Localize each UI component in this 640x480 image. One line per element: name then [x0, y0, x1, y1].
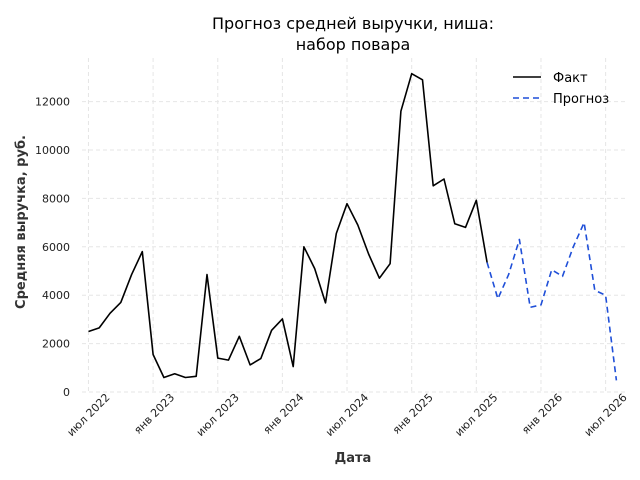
x-axis-label: Дата: [335, 451, 372, 466]
chart-title-line-1: Прогноз средней выручки, ниша:: [212, 14, 494, 33]
legend-label-fact: Факт: [553, 71, 588, 86]
x-tick-label: янв 2024: [261, 391, 307, 437]
y-tick-label: 12000: [35, 96, 70, 109]
x-tick-label: июл 2024: [323, 391, 371, 439]
series-line-forecast: [486, 221, 618, 381]
y-tick-label: 2000: [42, 338, 70, 351]
y-axis-label: Средняя выручка, руб.: [14, 135, 29, 309]
y-axis-ticks: 0 2000 4000 6000 8000 10000 12000: [35, 96, 70, 399]
x-tick-label: июл 2022: [65, 391, 113, 439]
y-tick-label: 0: [63, 386, 70, 399]
y-tick-label: 8000: [42, 192, 70, 205]
y-tick-label: 6000: [42, 241, 70, 254]
y-tick-label: 10000: [35, 144, 70, 157]
x-tick-label: июл 2025: [452, 391, 500, 439]
x-tick-label: июл 2023: [194, 391, 242, 439]
x-axis-ticks: июл 2022 янв 2023 июл 2023 янв 2024 июл 2024…: [65, 391, 630, 439]
x-tick-label: июл 2026: [582, 391, 630, 439]
x-tick-label: янв 2025: [390, 391, 436, 437]
chart-title-line-2: набор повара: [296, 35, 411, 54]
x-tick-label: янв 2023: [131, 391, 177, 437]
legend: Факт Прогноз: [513, 71, 609, 107]
y-tick-label: 4000: [42, 289, 70, 302]
x-tick-label: янв 2026: [519, 391, 565, 437]
legend-label-forecast: Прогноз: [553, 92, 609, 107]
plot-area: [88, 72, 618, 381]
series-line-fact: [88, 72, 488, 379]
grid: [82, 58, 625, 393]
